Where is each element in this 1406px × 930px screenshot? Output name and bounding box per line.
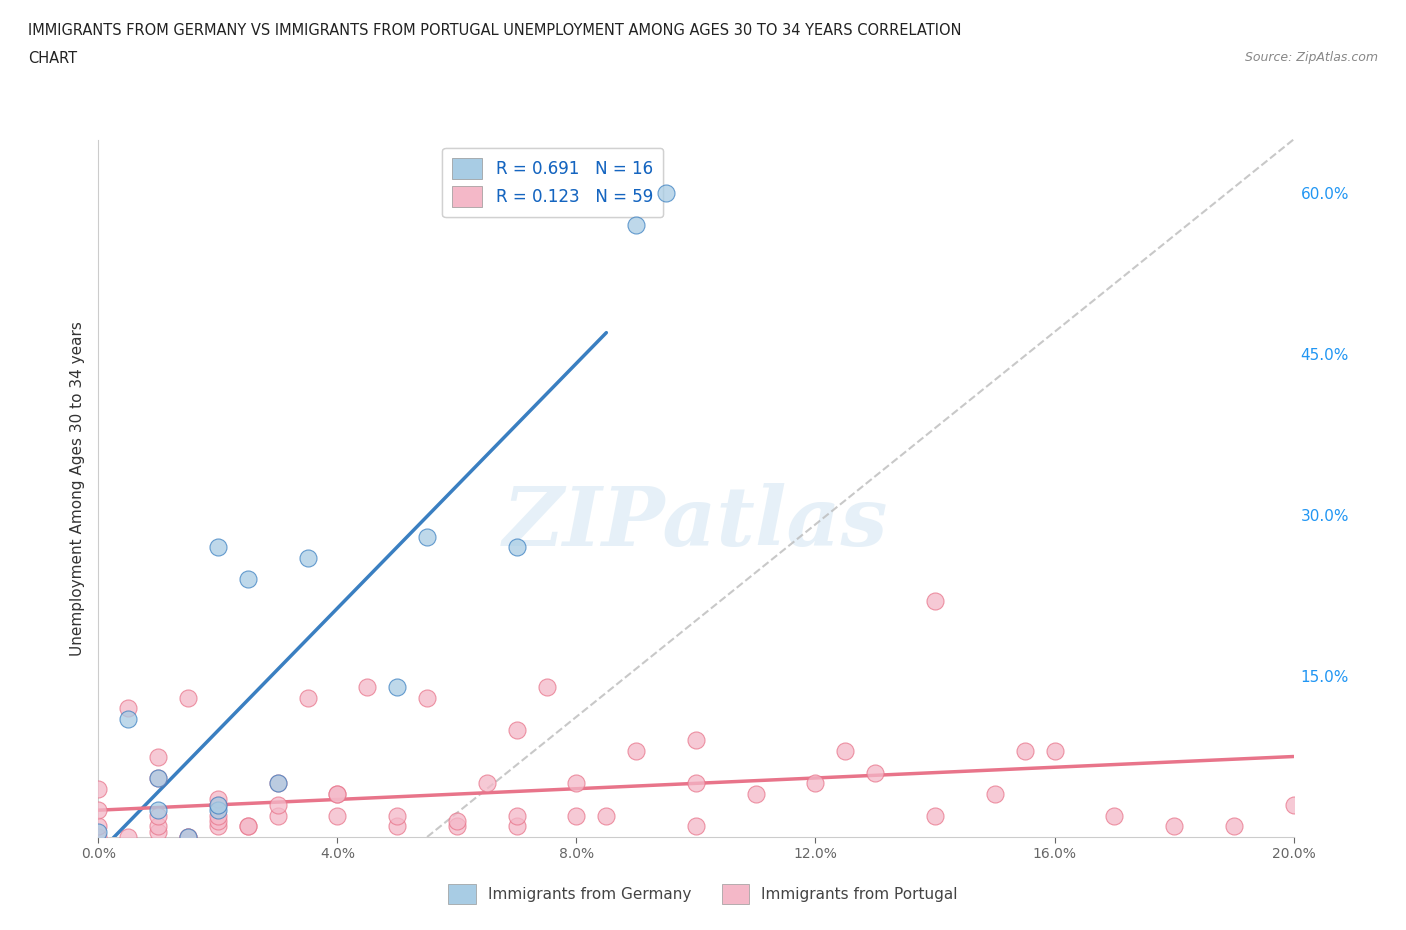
Point [207,803,229,817]
Point [685,776,707,790]
Point [385,818,409,833]
Point [1282,797,1305,812]
Point [87,830,110,844]
Point [685,733,707,748]
Point [87,781,110,796]
Point [745,787,768,802]
Point [685,818,707,833]
Point [207,797,229,812]
Legend: Immigrants from Germany, Immigrants from Portugal: Immigrants from Germany, Immigrants from… [439,875,967,913]
Point [834,744,856,759]
Point [148,771,170,786]
Point [326,787,349,802]
Point [148,749,170,764]
Point [1014,744,1036,759]
Point [924,593,946,608]
Point [356,679,378,694]
Point [177,830,200,844]
Point [207,797,229,812]
Point [148,803,170,817]
Legend: R = 0.691   N = 16, R = 0.123   N = 59: R = 0.691 N = 16, R = 0.123 N = 59 [443,148,662,218]
Text: Source: ZipAtlas.com: Source: ZipAtlas.com [1244,51,1378,64]
Point [236,818,259,833]
Point [565,808,588,823]
Point [1104,808,1126,823]
Point [475,776,498,790]
Point [297,690,319,705]
Point [267,797,290,812]
Point [236,818,259,833]
Text: IMMIGRANTS FROM GERMANY VS IMMIGRANTS FROM PORTUGAL UNEMPLOYMENT AMONG AGES 30 T: IMMIGRANTS FROM GERMANY VS IMMIGRANTS FR… [28,23,962,38]
Point [385,808,409,823]
Point [506,539,529,554]
Point [207,808,229,823]
Point [117,711,139,726]
Point [148,818,170,833]
Point [267,776,290,790]
Point [236,572,259,587]
Point [595,808,617,823]
Point [326,808,349,823]
Point [536,679,558,694]
Point [506,808,529,823]
Point [506,723,529,737]
Point [148,824,170,839]
Point [177,830,200,844]
Point [1163,818,1185,833]
Point [177,830,200,844]
Point [626,218,648,232]
Point [446,814,468,829]
Point [385,679,409,694]
Point [804,776,827,790]
Point [148,808,170,823]
Point [1223,818,1246,833]
Point [326,787,349,802]
Point [207,792,229,807]
Point [87,824,110,839]
Point [416,529,439,544]
Point [297,551,319,565]
Point [207,814,229,829]
Point [984,787,1007,802]
Point [506,818,529,833]
Point [148,771,170,786]
Point [1043,744,1066,759]
Text: CHART: CHART [28,51,77,66]
Point [416,690,439,705]
Point [117,830,139,844]
Point [87,818,110,833]
Point [267,808,290,823]
Point [87,803,110,817]
Point [446,818,468,833]
Point [655,186,678,201]
Point [626,744,648,759]
Y-axis label: Unemployment Among Ages 30 to 34 years: Unemployment Among Ages 30 to 34 years [69,321,84,656]
Text: ZIPatlas: ZIPatlas [503,483,889,564]
Point [207,539,229,554]
Point [207,818,229,833]
Point [924,808,946,823]
Point [267,776,290,790]
Point [565,776,588,790]
Point [177,690,200,705]
Point [865,765,887,780]
Point [117,701,139,716]
